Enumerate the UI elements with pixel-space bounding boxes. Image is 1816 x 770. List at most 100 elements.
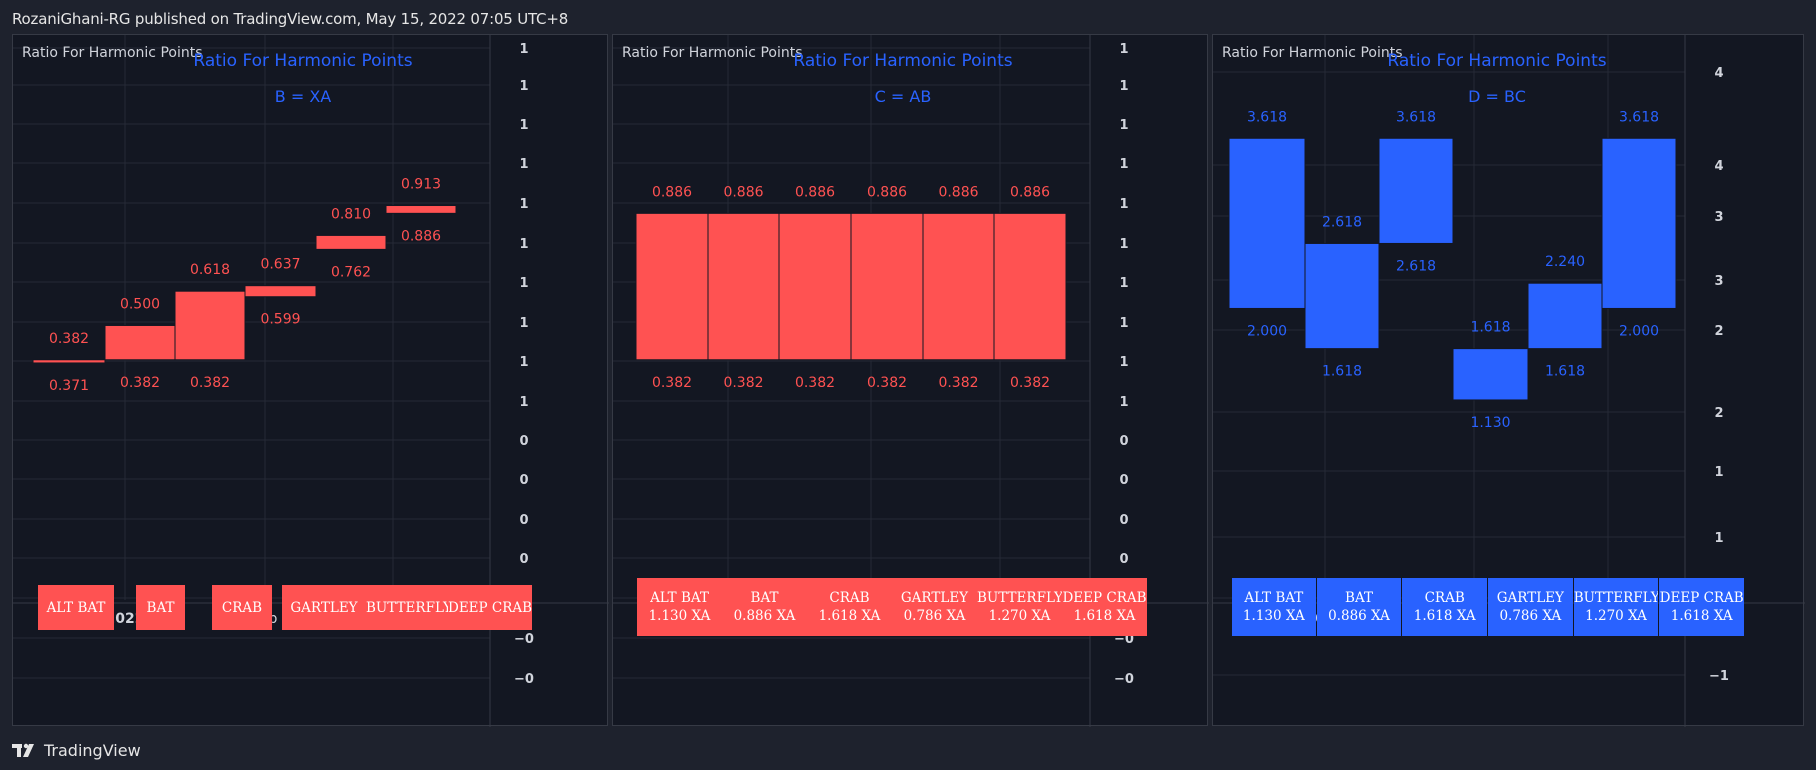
chart-panel-b-xa[interactable]: 111111111100000−0−02022FebMar0.3820.3710… bbox=[12, 34, 609, 727]
pattern-name: CRAB bbox=[1424, 590, 1465, 606]
pattern-ratio: 1.130 XA bbox=[1242, 608, 1305, 624]
bar-high-label: 0.810 bbox=[331, 206, 371, 222]
pattern-name: BAT bbox=[146, 599, 175, 616]
ratio-bar bbox=[922, 212, 995, 361]
ratio-bar bbox=[993, 212, 1067, 361]
pattern-pill: DEEP CRAB bbox=[448, 585, 532, 630]
bar-low-label: 0.382 bbox=[938, 375, 978, 391]
indicator-title[interactable]: Ratio For Harmonic Points bbox=[1222, 45, 1403, 61]
price-axis-tick-label: 4 bbox=[1714, 159, 1723, 174]
bar-low-label: 1.618 bbox=[1545, 364, 1585, 380]
pattern-pill: GARTLEY bbox=[282, 585, 366, 630]
chart-panel-c-ab[interactable]: 111111111100000−0−02022FebMar0.8860.3820… bbox=[612, 34, 1209, 727]
price-axis-tick-label: 0 bbox=[1119, 513, 1128, 528]
pattern-ratio: 0.886 XA bbox=[733, 608, 796, 624]
price-axis-tick-label: 1 bbox=[1714, 465, 1723, 480]
pattern-name: DEEP CRAB bbox=[1062, 590, 1147, 606]
pattern-pill: BUTTERFLY bbox=[366, 585, 448, 630]
price-axis-tick-label: 1 bbox=[519, 42, 528, 57]
bar-low-label: 0.762 bbox=[331, 264, 371, 280]
pattern-name: BUTTERFLY bbox=[1573, 590, 1659, 606]
pattern-ratio: 0.886 XA bbox=[1328, 608, 1390, 624]
bar-low-label: 0.599 bbox=[260, 312, 300, 328]
bar-high-label: 0.637 bbox=[260, 257, 300, 273]
pattern-ratio: 1.270 XA bbox=[1585, 608, 1647, 624]
bar-low-label: 0.382 bbox=[652, 375, 692, 391]
indicator-title[interactable]: Ratio For Harmonic Points bbox=[622, 45, 803, 61]
ratio-bar bbox=[32, 359, 106, 364]
pattern-pill: CRAB 1.618 XA bbox=[1402, 578, 1488, 636]
price-axis-tick-label: 1 bbox=[519, 355, 528, 370]
ratio-bar bbox=[174, 290, 246, 361]
ratio-bar bbox=[244, 285, 317, 298]
ratio-bar bbox=[778, 212, 852, 361]
tradingview-brand: TradingView bbox=[44, 740, 141, 760]
chart-canvas: 111111111100000−0−02022FebMar0.8860.3820… bbox=[613, 35, 1209, 727]
pattern-pill: BAT 0.886 XA bbox=[722, 578, 807, 636]
bar-high-label: 0.886 bbox=[1010, 184, 1050, 200]
bar-high-label: 0.886 bbox=[652, 184, 692, 200]
chart-subtitle: D = BC bbox=[1468, 87, 1526, 106]
price-axis-tick-label: 1 bbox=[519, 157, 528, 172]
indicator-title[interactable]: Ratio For Harmonic Points bbox=[22, 45, 203, 61]
pattern-ratio: 1.130 XA bbox=[648, 608, 711, 624]
ratio-bar bbox=[850, 212, 924, 361]
price-axis-tick-label: 3 bbox=[1714, 210, 1723, 225]
pattern-name: CRAB bbox=[221, 599, 263, 616]
price-axis-tick-label: 0 bbox=[1119, 434, 1128, 449]
bar-low-label: 0.382 bbox=[867, 375, 907, 391]
time-axis-tick-label: 2022 bbox=[106, 611, 145, 627]
bar-low-label: 0.886 bbox=[401, 228, 441, 244]
price-axis-tick-label: 1 bbox=[519, 197, 528, 212]
bar-low-label: 0.382 bbox=[190, 375, 230, 391]
bar-high-label: 0.886 bbox=[867, 184, 907, 200]
bar-high-label: 0.618 bbox=[190, 262, 230, 278]
ratio-bar bbox=[707, 212, 780, 361]
chart-title: Ratio For Harmonic Points bbox=[193, 51, 413, 71]
pattern-pill: CRAB bbox=[212, 585, 272, 630]
pattern-pill: DEEP CRAB 1.618 XA bbox=[1659, 578, 1745, 636]
price-axis-tick-label: 0 bbox=[519, 434, 528, 449]
pattern-pill: BAT 0.886 XA bbox=[1316, 578, 1402, 636]
price-axis-tick-label: 1 bbox=[519, 276, 528, 291]
bar-low-label: 0.382 bbox=[723, 375, 763, 391]
pattern-name: GARTLEY bbox=[1496, 590, 1564, 606]
ratio-bar bbox=[1527, 282, 1603, 350]
price-axis-tick-label: 0 bbox=[1119, 473, 1128, 488]
ratio-bar bbox=[635, 212, 709, 361]
pattern-name: GARTLEY bbox=[900, 590, 969, 606]
price-axis-tick-label: 0 bbox=[1119, 552, 1128, 567]
chart-subtitle: B = XA bbox=[274, 87, 332, 106]
bar-high-label: 0.886 bbox=[723, 184, 763, 200]
pattern-name: DEEP CRAB bbox=[1659, 590, 1744, 606]
chart-title: Ratio For Harmonic Points bbox=[793, 51, 1013, 71]
pattern-ratio: 0.786 XA bbox=[903, 608, 966, 624]
pattern-pill: ALT BAT 1.130 XA bbox=[1232, 578, 1316, 636]
bar-high-label: 2.618 bbox=[1322, 214, 1362, 230]
chart-panel-d-bc[interactable]: 443322110−12022FebMar3.6182.0002.6181.61… bbox=[1212, 34, 1805, 727]
bar-low-label: 2.000 bbox=[1619, 323, 1659, 339]
chart-title: Ratio For Harmonic Points bbox=[1387, 51, 1607, 71]
price-axis-tick-label: 1 bbox=[519, 79, 528, 94]
price-axis-tick-label: 0 bbox=[519, 513, 528, 528]
pattern-name: DEEP CRAB bbox=[448, 599, 532, 616]
ratio-bar bbox=[104, 324, 176, 361]
ratio-bar bbox=[1452, 348, 1529, 401]
bar-high-label: 3.618 bbox=[1619, 109, 1659, 125]
ratio-bar bbox=[1378, 137, 1454, 244]
price-axis-tick-label: 2 bbox=[1714, 406, 1723, 421]
pattern-name: ALT BAT bbox=[650, 590, 709, 606]
pattern-ratio: 1.618 XA bbox=[1670, 608, 1733, 624]
pattern-pill: BAT bbox=[136, 585, 185, 630]
pattern-pill: ALT BAT bbox=[38, 585, 114, 630]
chart-canvas: 111111111100000−0−02022FebMar0.3820.3710… bbox=[13, 35, 609, 727]
price-axis-tick-label: 1 bbox=[1119, 237, 1128, 252]
price-axis-tick-label: 1 bbox=[519, 395, 528, 410]
price-axis-tick-label: 0 bbox=[519, 473, 528, 488]
bar-high-label: 0.500 bbox=[120, 296, 160, 312]
bar-low-label: 1.130 bbox=[1470, 415, 1510, 431]
tradingview-logo-icon bbox=[12, 743, 34, 757]
pattern-pill: GARTLEY 0.786 XA bbox=[1488, 578, 1573, 636]
pattern-name: BAT bbox=[1345, 590, 1373, 606]
bar-high-label: 3.618 bbox=[1247, 109, 1287, 125]
